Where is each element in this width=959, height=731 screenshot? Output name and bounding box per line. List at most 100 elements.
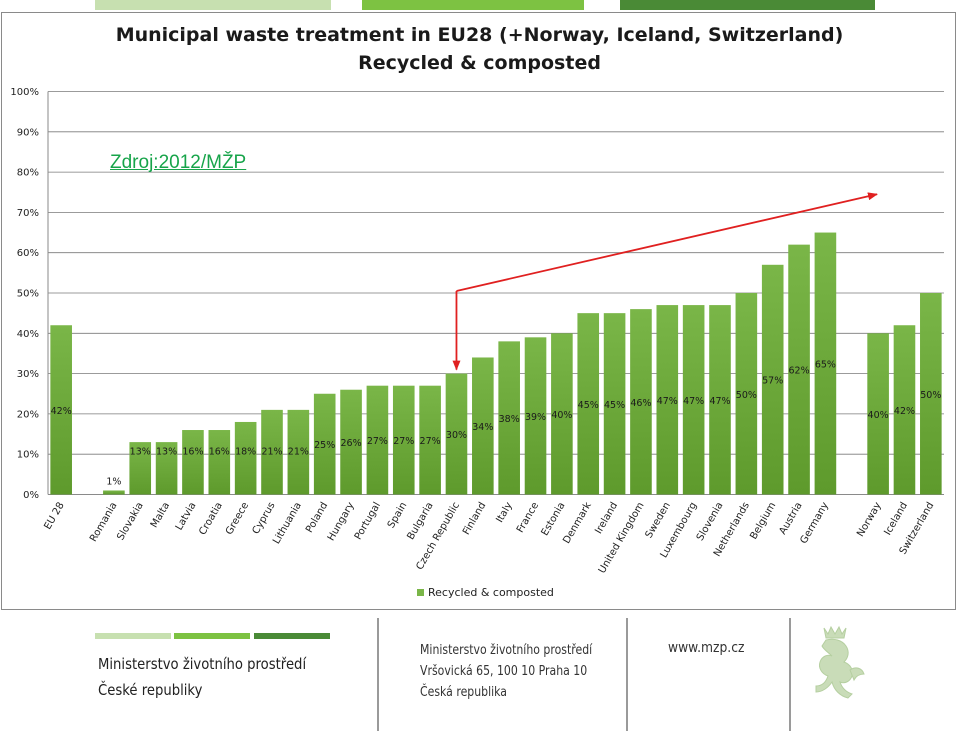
bar: [234, 421, 257, 495]
data-label: 50%: [736, 390, 757, 401]
x-tick-label: Cyprus: [251, 501, 278, 537]
bar: [182, 430, 204, 495]
data-label: 42%: [894, 406, 915, 417]
data-label: 26%: [340, 438, 361, 449]
x-tick-label: Poland: [304, 501, 330, 535]
heraldic-lion-icon: [815, 625, 865, 699]
data-label: 16%: [209, 447, 230, 458]
footer-bar-light: [95, 633, 171, 639]
bar: [920, 293, 942, 495]
data-label: 16%: [182, 447, 203, 458]
bar: [208, 430, 231, 495]
data-label: 45%: [604, 400, 625, 411]
chart-title-line2: Recycled & composted: [358, 52, 601, 74]
y-tick-label: 30%: [17, 369, 39, 380]
data-label: 46%: [630, 398, 651, 409]
bar: [392, 385, 415, 495]
data-label: 47%: [657, 396, 678, 407]
footer-bar-dark: [254, 633, 330, 639]
y-tick-label: 70%: [17, 208, 39, 219]
x-tick-label: Latvia: [174, 501, 199, 533]
bar: [603, 313, 626, 495]
bar: [155, 442, 178, 495]
data-label: 45%: [578, 400, 599, 411]
data-label: 42%: [51, 406, 72, 417]
data-label: 21%: [288, 447, 309, 458]
data-label: 13%: [156, 447, 177, 458]
footer-bar-mid: [174, 633, 250, 639]
bar: [261, 409, 283, 495]
y-tick-label: 40%: [17, 329, 39, 340]
bar: [893, 325, 916, 495]
ministry-address: Ministerstvo životního prostředí Vršovic…: [420, 640, 592, 703]
bar: [630, 309, 652, 495]
ministry-name-line1: Ministerstvo životního prostředí: [98, 655, 307, 673]
legend-label: Recycled & composted: [428, 586, 554, 599]
footer-divider-3: [789, 618, 791, 731]
bar: [472, 357, 494, 495]
bar: [656, 305, 679, 495]
x-tick-label: EU 28: [42, 501, 66, 532]
bar: [103, 490, 125, 495]
bar: [524, 337, 547, 495]
bar: [788, 244, 810, 495]
y-tick-label: 0%: [23, 490, 39, 501]
data-label: 1%: [106, 476, 121, 487]
x-tick-label: Slovakia: [115, 501, 146, 543]
x-tick-label: France: [515, 501, 541, 535]
data-label: 47%: [683, 396, 704, 407]
x-tick-label: Iceland: [882, 501, 910, 538]
website-link[interactable]: www.mzp.cz: [668, 640, 745, 656]
data-label: 18%: [235, 447, 256, 458]
bar: [551, 333, 573, 495]
chart-legend: Recycled & composted: [417, 586, 554, 599]
bar: [287, 409, 310, 495]
address-line1: Ministerstvo životního prostředí: [420, 643, 593, 658]
top-bar-mid: [362, 0, 584, 10]
top-bar-dark: [620, 0, 875, 10]
bar: [577, 313, 600, 495]
bar: [761, 264, 784, 495]
data-label: 57%: [762, 376, 783, 387]
y-tick-label: 20%: [17, 409, 39, 420]
footer-divider-2: [626, 618, 628, 731]
address-line3: Česká republika: [420, 685, 507, 700]
data-label: 27%: [393, 436, 414, 447]
data-label: 50%: [920, 390, 941, 401]
bar: [419, 385, 441, 495]
data-label: 25%: [314, 440, 335, 451]
x-tick-label: Ireland: [593, 501, 620, 536]
y-tick-label: 80%: [17, 168, 39, 179]
bar: [814, 232, 837, 495]
bar: [50, 325, 72, 495]
data-label: 40%: [551, 410, 572, 421]
data-label: 39%: [525, 412, 546, 423]
x-tick-label: Estonia: [540, 501, 568, 538]
bar: [340, 389, 362, 495]
data-label: 27%: [367, 436, 388, 447]
data-label: 47%: [709, 396, 730, 407]
x-tick-label: Greece: [224, 501, 251, 537]
ministry-name: Ministerstvo životního prostředí České r…: [98, 651, 306, 703]
address-line2: Vršovická 65, 100 10 Praha 10: [420, 664, 588, 679]
y-tick-label: 50%: [17, 289, 39, 300]
data-label: 38%: [499, 414, 520, 425]
top-bar-light: [95, 0, 331, 10]
x-tick-label: Norway: [855, 500, 884, 538]
footer-divider-1: [377, 618, 379, 731]
y-tick-label: 100%: [10, 87, 39, 98]
x-tick-label: Italy: [494, 500, 514, 524]
data-label: 34%: [472, 422, 493, 433]
x-tick-label: Croatia: [197, 501, 225, 538]
y-tick-label: 60%: [17, 248, 39, 259]
bar: [129, 442, 152, 495]
x-tick-label: Austria: [777, 501, 804, 537]
bar: [682, 305, 705, 495]
data-label: 13%: [130, 447, 151, 458]
bar: [366, 385, 389, 495]
chart-title-line1: Municipal waste treatment in EU28 (+Norw…: [115, 24, 844, 46]
data-label: 62%: [788, 366, 809, 377]
data-label: 27%: [420, 436, 441, 447]
x-tick-label: Belgium: [748, 501, 778, 542]
x-tick-label: Sweden: [644, 501, 673, 541]
